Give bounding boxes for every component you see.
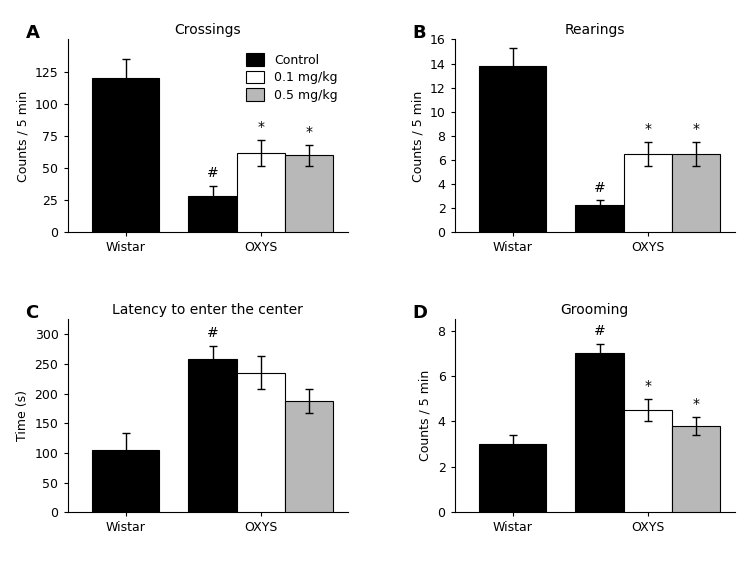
Bar	[624, 154, 672, 233]
Text: D: D	[413, 304, 428, 322]
Text: B: B	[413, 24, 426, 42]
Text: *: *	[693, 122, 700, 136]
Bar	[188, 196, 237, 233]
Text: *: *	[644, 122, 652, 136]
Bar	[285, 155, 334, 233]
Text: #: #	[207, 326, 218, 340]
Bar	[188, 359, 237, 512]
Bar	[478, 444, 547, 512]
Text: A: A	[26, 24, 39, 42]
Y-axis label: Counts / 5 min: Counts / 5 min	[419, 370, 432, 462]
Bar	[92, 450, 160, 512]
Y-axis label: Counts / 5 min: Counts / 5 min	[411, 90, 424, 181]
Text: *: *	[306, 125, 313, 139]
Bar	[575, 205, 624, 233]
Text: *: *	[257, 120, 265, 134]
Bar	[237, 153, 285, 233]
Text: #: #	[207, 166, 218, 180]
Text: *: *	[644, 379, 652, 393]
Legend: Control, 0.1 mg/kg, 0.5 mg/kg: Control, 0.1 mg/kg, 0.5 mg/kg	[242, 50, 342, 105]
Title: Latency to enter the center: Latency to enter the center	[112, 303, 303, 317]
Text: *: *	[693, 397, 700, 411]
Text: #: #	[594, 324, 605, 338]
Bar	[624, 410, 672, 512]
Title: Rearings: Rearings	[565, 23, 625, 37]
Y-axis label: Counts / 5 min: Counts / 5 min	[16, 90, 29, 181]
Title: Crossings: Crossings	[175, 23, 241, 37]
Bar	[285, 401, 334, 512]
Bar	[92, 78, 160, 233]
Bar	[478, 66, 547, 233]
Bar	[672, 154, 721, 233]
Bar	[237, 373, 285, 512]
Title: Grooming: Grooming	[561, 303, 629, 317]
Text: #: #	[594, 181, 605, 195]
Bar	[575, 354, 624, 512]
Y-axis label: Time (s): Time (s)	[16, 390, 29, 441]
Text: C: C	[26, 304, 39, 322]
Bar	[672, 426, 721, 512]
